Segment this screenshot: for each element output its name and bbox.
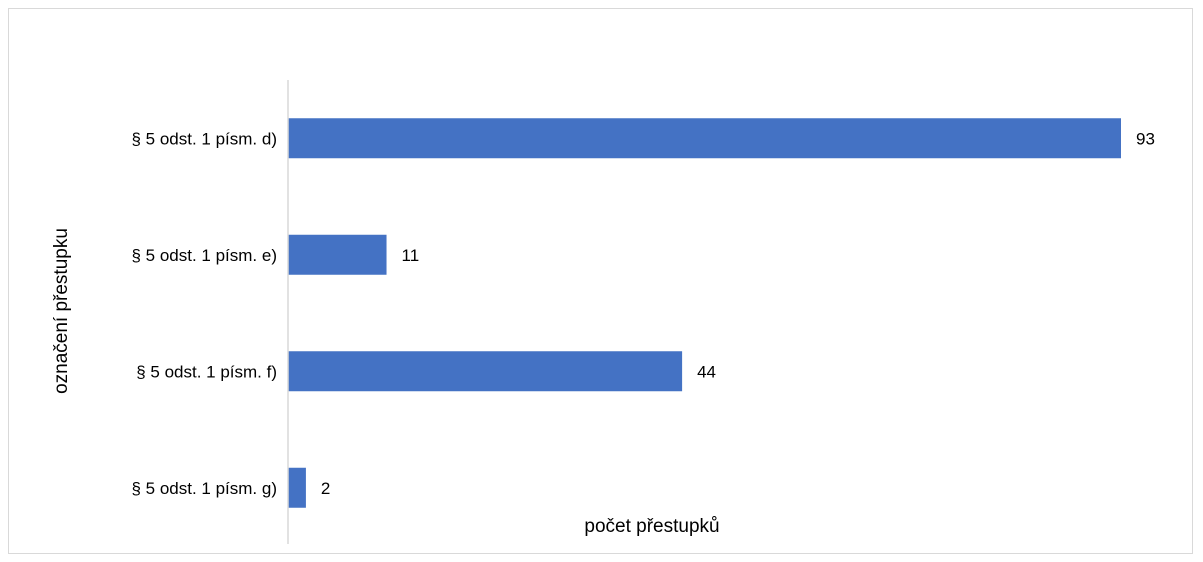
x-axis-title: počet přestupků bbox=[584, 516, 719, 537]
data-labels: 93 11 44 2 bbox=[321, 129, 1155, 498]
category-ticks: § 5 odst. 1 písm. d) § 5 odst. 1 písm. e)… bbox=[131, 129, 277, 498]
data-label: 11 bbox=[402, 246, 420, 265]
category-tick-label: § 5 odst. 1 písm. e) bbox=[131, 246, 277, 265]
bar bbox=[288, 351, 683, 392]
data-label: 44 bbox=[697, 362, 716, 381]
y-axis-title: označení přestupku bbox=[51, 228, 72, 394]
category-tick-label: § 5 odst. 1 písm. g) bbox=[131, 479, 277, 498]
bar bbox=[288, 234, 387, 275]
bar bbox=[288, 467, 306, 508]
category-tick-label: § 5 odst. 1 písm. f) bbox=[136, 362, 277, 381]
category-tick-label: § 5 odst. 1 písm. d) bbox=[131, 129, 277, 148]
bars-layer bbox=[288, 118, 1121, 508]
bar bbox=[288, 118, 1121, 159]
chart-frame bbox=[8, 8, 1193, 554]
data-label: 93 bbox=[1136, 129, 1155, 148]
data-label: 2 bbox=[321, 479, 330, 498]
